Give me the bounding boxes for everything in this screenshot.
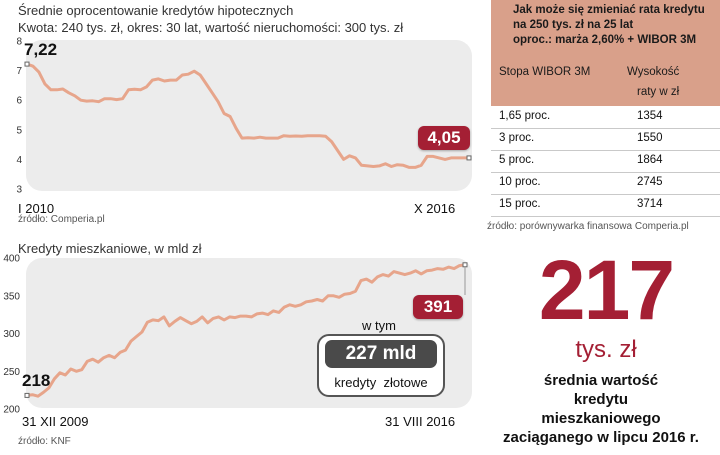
table-title: Jak może się zmieniać rata kredytu na 25… [491,0,720,56]
chart1-source: źródło: Comperia.pl [18,214,105,225]
chart1-start-marker [24,61,30,67]
y-tick-label: 400 [3,254,20,265]
chart2-start-marker [24,392,30,398]
highlight-number: 217 [538,243,675,337]
table-row: 15 proc. 3714 [491,195,720,217]
callout-caption: kredyty złotowe [334,375,428,390]
table-column-header: Stopa WIBOR 3M Wysokość raty w zł [491,56,720,106]
y-tick-label: 300 [3,329,20,340]
table-row: 3 proc. 1550 [491,129,720,151]
table-col-payment-line2: raty w zł [637,86,680,98]
highlight-desc-line3: mieszkaniowego [541,410,661,427]
table-source: źródło: porównywarka finansowa Comperia.… [487,221,689,232]
table-cell-rate: 5 proc. [499,154,535,166]
chart1-title: Średnie oprocentowanie kredytów hipotecz… [18,3,294,18]
highlight-description: średnia wartość kredytu mieszkaniowego z… [482,371,720,447]
y-tick-label: 5 [16,125,22,136]
table-cell-rate: 15 proc. [499,198,541,210]
highlight-unit: tys. zł [575,336,637,363]
table-title-line2: na 250 tys. zł na 25 lat [513,19,634,31]
chart1-start-label: 7,22 [24,40,58,59]
table-row: 5 proc. 1864 [491,151,720,173]
highlight-desc-line1: średnia wartość [543,372,659,389]
table-cell-payment: 1550 [637,132,663,144]
callout-value: 227 mld [325,340,437,368]
table-cell-rate: 3 proc. [499,132,535,144]
y-tick-label: 250 [3,367,20,378]
y-tick-label: 3 [16,185,22,196]
y-tick-label: 4 [16,155,22,166]
y-tick-label: 350 [3,291,20,302]
table-col-rate: Stopa WIBOR 3M [499,66,591,78]
table-cell-payment: 1354 [637,110,663,122]
table-cell-rate: 1,65 proc. [499,110,551,122]
y-tick-label: 8 [16,37,22,48]
y-tick-label: 200 [3,405,20,416]
highlight-desc-line4: zaciąganego w lipcu 2016 r. [503,429,699,446]
chart1-subtitle: Kwota: 240 tys. zł, okres: 30 lat, warto… [18,20,404,35]
table-col-payment-line1: Wysokość [627,66,680,78]
chart1-end-badge: 4,05 [418,126,470,150]
table-row: 1,65 proc. 1354 [491,107,720,129]
chart1-line [25,62,471,169]
chart1-x-start: I 2010 [18,201,55,216]
chart2-svg: 200 250 300 350 400 [3,254,468,416]
table-title-line3: oproc.: marża 2,60% + WIBOR 3M [513,34,697,46]
chart2-start-label: 218 [22,371,51,390]
chart1-x-end: X 2016 [414,201,456,216]
table-cell-rate: 10 proc. [499,176,541,188]
y-tick-label: 7 [16,66,22,77]
chart2-line [25,263,467,398]
callout-box: 227 mld kredyty złotowe [317,334,445,397]
callout-prefix: w tym [362,318,396,333]
chart2-end-badge: 391 [413,295,463,319]
table-cell-payment: 3714 [637,198,663,210]
chart2-source: źródło: KNF [18,436,71,447]
chart2-x-start: 31 XII 2009 [22,414,89,429]
y-tick-label: 6 [16,96,22,107]
table-cell-payment: 2745 [637,176,663,188]
chart1-end-marker [466,155,472,161]
table-title-line1: Jak może się zmieniać rata kredytu [513,4,705,16]
table-cell-payment: 1864 [637,154,663,166]
chart2-title: Kredyty mieszkaniowe, w mld zł [18,241,202,256]
highlight-desc-line2: kredytu [573,391,629,408]
table-row: 10 proc. 2745 [491,173,720,195]
chart2-end-marker [462,262,468,268]
chart2-x-end: 31 VIII 2016 [385,414,456,429]
chart1-svg: 3 4 5 6 7 8 [16,37,472,196]
